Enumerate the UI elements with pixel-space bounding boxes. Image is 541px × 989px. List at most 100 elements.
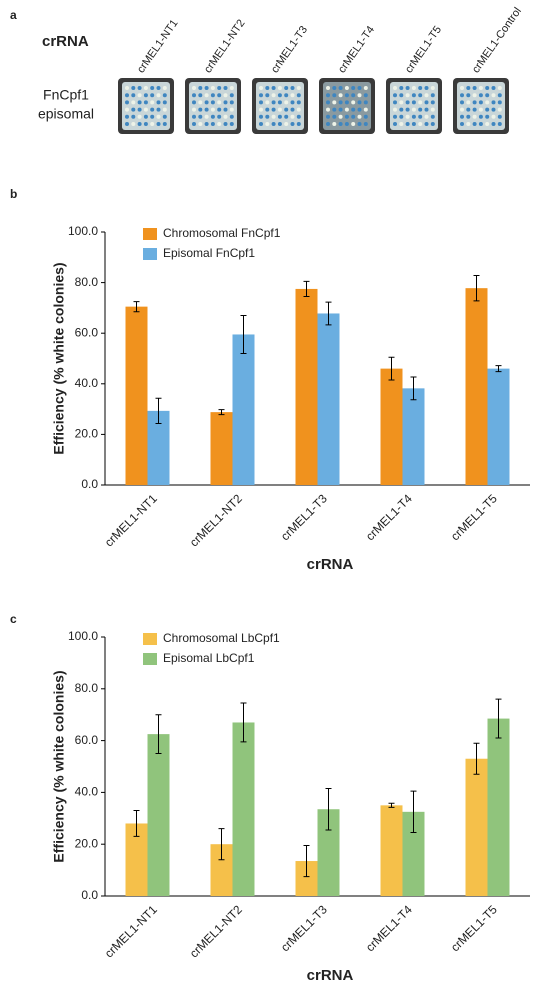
x-tick-label: crMEL1-T4: [363, 902, 415, 954]
colony: [291, 93, 295, 97]
colony: [492, 115, 496, 119]
colony: [259, 86, 263, 90]
colony: [485, 100, 489, 104]
colony: [205, 86, 209, 90]
colony: [431, 108, 435, 112]
colony: [211, 93, 215, 97]
y-tick-label: 80.0: [75, 681, 99, 695]
colony: [351, 86, 355, 90]
colony: [418, 115, 422, 119]
colony: [205, 115, 209, 119]
colony: [144, 93, 148, 97]
colony: [425, 100, 429, 104]
column-label: crMEL1-T4: [336, 24, 377, 75]
colony: [460, 122, 464, 126]
colony: [284, 108, 288, 112]
colony: [399, 100, 403, 104]
colony: [460, 115, 464, 119]
colony: [412, 93, 416, 97]
x-axis-label: crRNA: [307, 556, 354, 573]
colony: [192, 122, 196, 126]
colony: [339, 93, 343, 97]
colony: [485, 122, 489, 126]
colony: [431, 100, 435, 104]
colony: [131, 108, 135, 112]
colony: [291, 86, 295, 90]
colony: [265, 115, 269, 119]
colony: [272, 122, 276, 126]
colony: [291, 115, 295, 119]
colony: [138, 115, 142, 119]
colony: [412, 86, 416, 90]
colony: [332, 108, 336, 112]
colony: [138, 122, 142, 126]
colony: [144, 122, 148, 126]
colony: [418, 86, 422, 90]
colony: [163, 93, 167, 97]
colony: [326, 86, 330, 90]
colony: [364, 108, 368, 112]
bar: [488, 369, 510, 485]
colony: [230, 86, 234, 90]
colony: [150, 122, 154, 126]
colony: [473, 100, 477, 104]
colony: [492, 108, 496, 112]
colony: [217, 86, 221, 90]
bar: [148, 734, 170, 896]
y-tick-label: 40.0: [75, 785, 99, 799]
colony: [278, 100, 282, 104]
colony: [492, 122, 496, 126]
colony: [265, 122, 269, 126]
colony: [157, 86, 161, 90]
bar: [488, 719, 510, 896]
colony: [224, 86, 228, 90]
colony: [297, 115, 301, 119]
colony: [406, 86, 410, 90]
colony: [418, 108, 422, 112]
colony: [345, 122, 349, 126]
colony: [326, 93, 330, 97]
legend-swatch: [143, 653, 157, 665]
colony: [278, 115, 282, 119]
colony: [265, 100, 269, 104]
colony: [406, 100, 410, 104]
colony: [406, 93, 410, 97]
colony: [272, 115, 276, 119]
colony: [278, 93, 282, 97]
colony: [150, 86, 154, 90]
colony: [230, 122, 234, 126]
colony: [284, 115, 288, 119]
colony: [412, 100, 416, 104]
bar: [466, 288, 488, 485]
colony: [332, 93, 336, 97]
colony: [297, 86, 301, 90]
colony: [192, 115, 196, 119]
colony: [466, 93, 470, 97]
colony: [431, 86, 435, 90]
plate-label: FnCpf1: [43, 87, 89, 103]
panel-label: c: [10, 612, 17, 626]
colony: [163, 115, 167, 119]
colony: [265, 108, 269, 112]
colony: [393, 86, 397, 90]
colony: [284, 122, 288, 126]
colony: [297, 122, 301, 126]
colony: [351, 108, 355, 112]
colony: [412, 115, 416, 119]
colony: [345, 100, 349, 104]
colony: [479, 122, 483, 126]
colony: [211, 122, 215, 126]
colony: [393, 115, 397, 119]
colony: [205, 122, 209, 126]
colony: [399, 93, 403, 97]
x-tick-label: crMEL1-T5: [448, 491, 500, 543]
legend-label: Chromosomal FnCpf1: [163, 226, 281, 240]
colony: [479, 100, 483, 104]
colony: [412, 122, 416, 126]
legend-label: Episomal FnCpf1: [163, 246, 255, 260]
colony: [351, 93, 355, 97]
legend-label: Chromosomal LbCpf1: [163, 631, 280, 645]
colony: [297, 100, 301, 104]
colony: [131, 122, 135, 126]
colony: [498, 100, 502, 104]
